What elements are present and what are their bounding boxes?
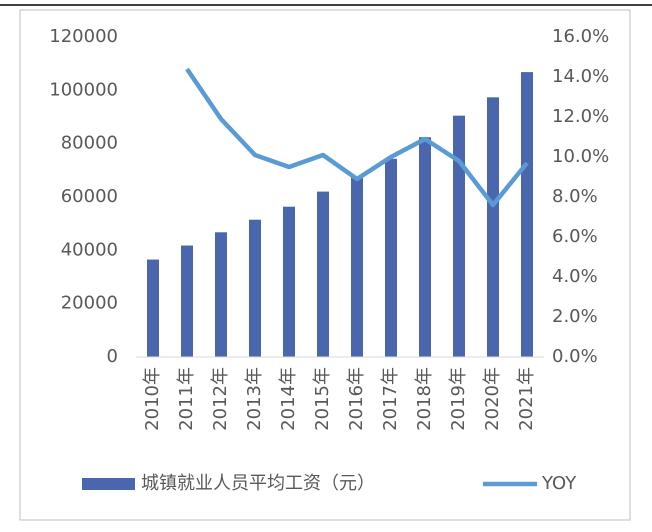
legend-label: YOY: [541, 473, 577, 494]
line: [185, 67, 529, 208]
y-tick-label: 80000: [61, 133, 118, 154]
x-tick-label: 2013年: [244, 367, 265, 431]
chart-border: [19, 9, 631, 521]
x-tick-label: 2021年: [516, 367, 537, 431]
y2-tick-label: 6.0%: [552, 226, 598, 247]
y2-tick-label: 12.0%: [552, 106, 609, 127]
y-tick-label: 60000: [61, 186, 118, 207]
x-tick-label: 2019年: [448, 367, 469, 431]
y-tick-label: 20000: [61, 293, 118, 314]
bar: [215, 232, 227, 357]
bar: [181, 245, 193, 357]
x-tick-label: 2010年: [142, 367, 163, 431]
x-tick-label: 2016年: [346, 367, 367, 431]
bar: [453, 115, 465, 357]
x-tick-label: 2018年: [414, 367, 435, 431]
y2-tick-label: 8.0%: [552, 186, 598, 207]
x-tick-label: 2011年: [176, 367, 197, 431]
legend-swatch: [82, 478, 135, 490]
y2-tick-label: 16.0%: [552, 26, 609, 47]
y2-tick-label: 4.0%: [552, 266, 598, 287]
bar: [419, 137, 431, 357]
bar: [147, 259, 159, 357]
bar: [521, 72, 533, 358]
x-tick-label: 2012年: [210, 367, 231, 431]
bar: [351, 176, 363, 357]
legend-label: 城镇就业人员平均工资（元）: [141, 473, 375, 494]
y-tick-label: 100000: [49, 79, 118, 100]
y2-tick-label: 10.0%: [552, 146, 609, 167]
y2-tick-label: 0.0%: [552, 346, 598, 367]
bar: [283, 206, 295, 357]
bar: [317, 191, 329, 357]
bar: [487, 97, 499, 358]
y2-tick-label: 2.0%: [552, 306, 598, 327]
bar: [385, 158, 397, 357]
y2-tick-label: 14.0%: [552, 66, 609, 87]
x-tick-label: 2020年: [482, 367, 503, 431]
x-tick-label: 2015年: [312, 367, 333, 431]
y-tick-label: 0: [107, 346, 118, 367]
bar: [249, 219, 261, 357]
y-tick-label: 40000: [61, 239, 118, 260]
x-tick-label: 2014年: [278, 367, 299, 431]
x-tick-label: 2017年: [380, 367, 401, 431]
y-tick-label: 120000: [49, 26, 118, 47]
